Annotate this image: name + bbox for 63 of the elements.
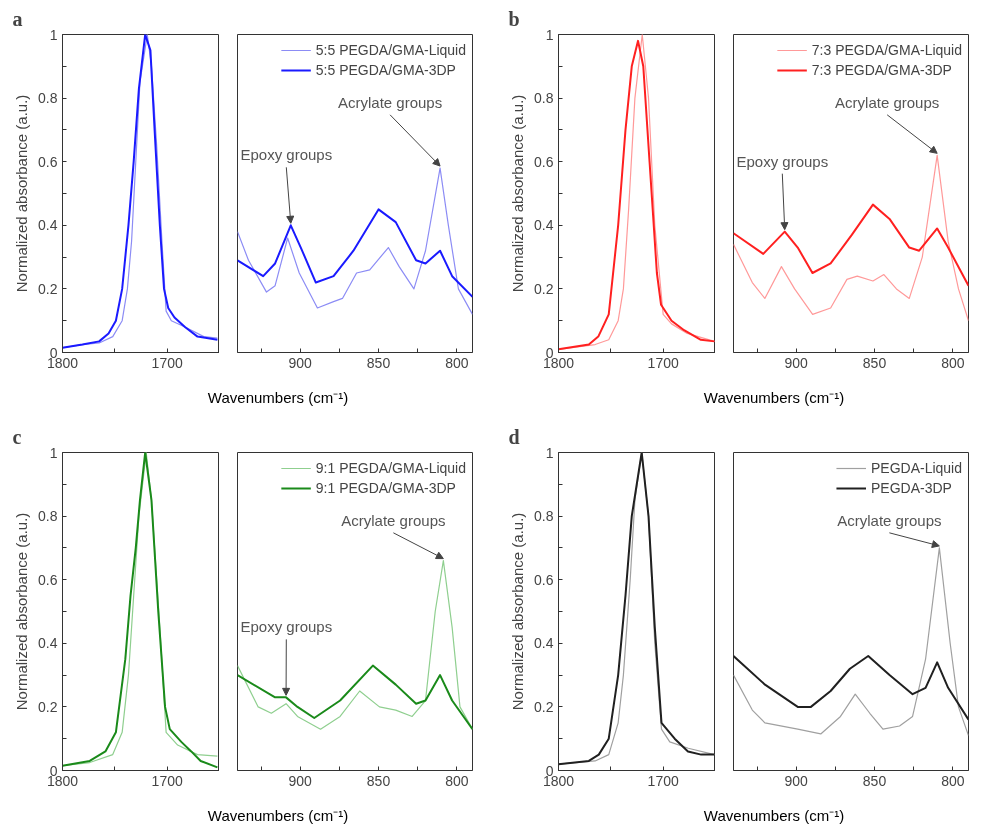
y-tick-label: 0.2 [38,698,58,715]
y-tick-label: 1 [49,26,58,43]
annotation: Epoxy groups [240,146,333,164]
y-tick-label: 0.2 [534,280,554,297]
y-tick-label: 0.2 [534,698,554,715]
chart-title: a [12,7,23,30]
y-tick-label: 0.6 [38,571,58,588]
annotation: Acrylate groups [337,93,443,111]
y-tick-label: 0.6 [38,153,58,170]
chart-title: b [508,7,520,30]
y-tick-label: 0.4 [38,635,58,652]
y-axis-title: Normalized absorbance (a.u.) [509,94,527,293]
x-tick-label: 1700 [151,772,183,789]
annotation: Epoxy groups [240,618,333,636]
legend-label: 5:5 PEGDA/GMA-Liquid [315,42,466,58]
x-tick-label: 1700 [647,772,679,789]
annotation: Acrylate groups [835,93,940,111]
chart-title: c [12,425,22,448]
x-tick-label: 900 [288,354,313,371]
y-tick-label: 0.4 [38,217,58,234]
x-tick-label: 850 [366,772,391,789]
y-tick-label: 0.4 [534,635,554,652]
annotation: Acrylate groups [341,511,446,529]
y-axis-title: Normalized absorbance (a.u.) [509,512,527,711]
x-tick-label: 900 [784,354,809,371]
x-tick-label: 800 [941,354,965,371]
x-tick-label: 1700 [151,354,183,371]
legend-label: PEGDA-3DP [870,480,952,496]
x-tick-label: 1700 [647,354,679,371]
y-tick-label: 0.8 [38,508,58,525]
y-tick-label: 1 [49,444,58,461]
annotation: Acrylate groups [837,511,942,529]
y-tick-label: 0.8 [38,90,58,107]
x-tick-label: 900 [784,772,809,789]
y-tick-label: 0.8 [534,90,554,107]
x-axis-title: Wavenumbers (cm⁻¹) [207,388,349,408]
legend-label: 5:5 PEGDA/GMA-3DP [315,62,456,78]
x-tick-label: 900 [288,772,313,789]
legend-label: PEGDA-Liquid [870,460,962,476]
x-tick-label: 800 [445,772,469,789]
y-tick-label: 0.2 [38,280,58,297]
y-tick-label: 1 [545,444,554,461]
legend-label: 9:1 PEGDA/GMA-Liquid [315,460,466,476]
legend-label: 9:1 PEGDA/GMA-3DP [315,480,456,496]
y-axis-title: Normalized absorbance (a.u.) [13,512,31,711]
x-tick-label: 850 [862,772,887,789]
x-axis-title: Wavenumbers (cm⁻¹) [207,806,349,826]
x-tick-label: 800 [941,772,965,789]
y-tick-label: 0.4 [534,217,554,234]
y-axis-title: Normalized absorbance (a.u.) [13,94,31,293]
y-tick-label: 0.6 [534,571,554,588]
x-tick-label: 850 [862,354,887,371]
y-tick-label: 1 [545,26,554,43]
y-tick-label: 0.8 [534,508,554,525]
legend-label: 7:3 PEGDA/GMA-Liquid [811,42,962,58]
legend-label: 7:3 PEGDA/GMA-3DP [811,62,952,78]
x-tick-label: 800 [445,354,469,371]
x-axis-title: Wavenumbers (cm⁻¹) [703,806,845,826]
y-tick-label: 0.6 [534,153,554,170]
x-tick-label: 850 [366,354,391,371]
x-axis-title: Wavenumbers (cm⁻¹) [703,388,845,408]
annotation: Epoxy groups [736,152,829,170]
chart-title: d [508,425,520,448]
